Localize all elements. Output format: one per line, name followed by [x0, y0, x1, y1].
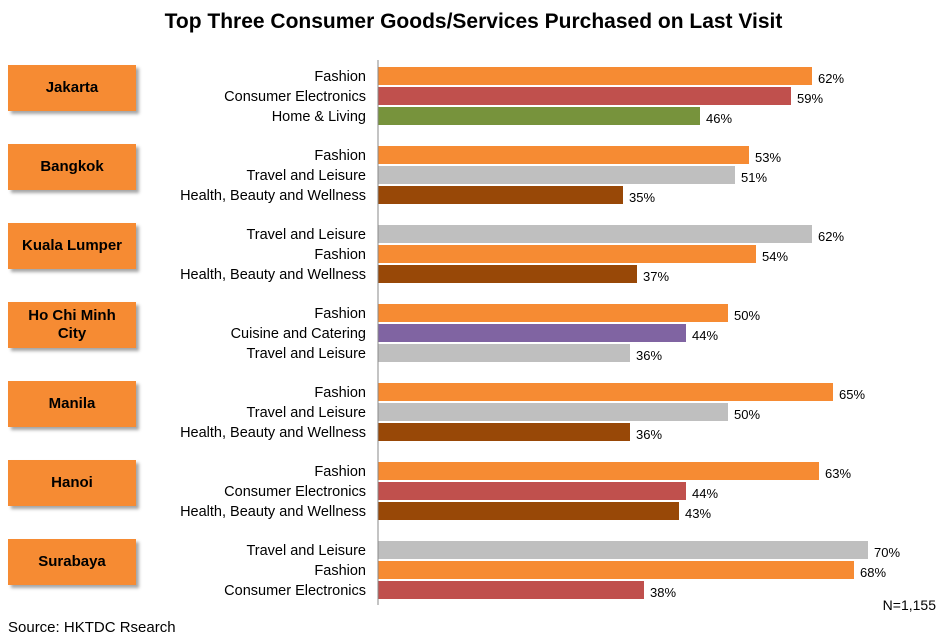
bar-bangkok-health-beauty-and-wellness: [378, 186, 623, 204]
value-label: 44%: [692, 328, 718, 343]
city-label-manila: Manila: [8, 381, 136, 427]
value-label: 36%: [636, 348, 662, 363]
source-note: Source: HKTDC Rsearch: [8, 619, 176, 636]
bar-surabaya-fashion: [378, 561, 854, 579]
category-label: Health, Beauty and Wellness: [180, 425, 366, 441]
value-label: 51%: [741, 170, 767, 185]
bar-manila-health-beauty-and-wellness: [378, 423, 630, 441]
city-name: Manila: [48, 395, 96, 412]
category-label: Fashion: [314, 306, 366, 322]
bar-surabaya-consumer-electronics: [378, 581, 644, 599]
category-label: Travel and Leisure: [246, 168, 366, 184]
city-label-jakarta: Jakarta: [8, 65, 136, 111]
city-label-surabaya: Surabaya: [8, 539, 136, 585]
city-label-hanoi: Hanoi: [8, 460, 136, 506]
value-label: 65%: [839, 387, 865, 402]
bar-ho-chi-minh-city-cuisine-and-catering: [378, 324, 686, 342]
value-label: 70%: [874, 545, 900, 560]
category-label: Health, Beauty and Wellness: [180, 504, 366, 520]
bar-jakarta-home-living: [378, 107, 700, 125]
category-label: Consumer Electronics: [224, 484, 366, 500]
bar-bangkok-travel-and-leisure: [378, 166, 735, 184]
bar-kuala-lumper-fashion: [378, 245, 756, 263]
bar-ho-chi-minh-city-travel-and-leisure: [378, 344, 630, 362]
bar-hanoi-health-beauty-and-wellness: [378, 502, 679, 520]
sample-size-note: N=1,155: [882, 597, 936, 613]
city-name: Jakarta: [45, 79, 99, 96]
category-label: Travel and Leisure: [246, 405, 366, 421]
category-label: Fashion: [314, 385, 366, 401]
bar-kuala-lumper-health-beauty-and-wellness: [378, 265, 637, 283]
city-label-bangkok: Bangkok: [8, 144, 136, 190]
bar-manila-fashion: [378, 383, 833, 401]
city-name: Surabaya: [38, 553, 106, 570]
city-name: Ho Chi Minh City: [28, 307, 116, 342]
value-label: 44%: [692, 486, 718, 501]
value-label: 50%: [734, 308, 760, 323]
city-label-ho-chi-minh-city: Ho Chi Minh City: [8, 302, 136, 348]
category-label: Fashion: [314, 247, 366, 263]
value-label: 62%: [818, 71, 844, 86]
value-label: 53%: [755, 150, 781, 165]
city-label-kuala-lumper: Kuala Lumper: [8, 223, 136, 269]
category-label: Consumer Electronics: [224, 89, 366, 105]
bar-manila-travel-and-leisure: [378, 403, 728, 421]
bar-surabaya-travel-and-leisure: [378, 541, 868, 559]
value-label: 59%: [797, 91, 823, 106]
category-label: Travel and Leisure: [246, 346, 366, 362]
chart-title: Top Three Consumer Goods/Services Purcha…: [164, 10, 783, 33]
bar-ho-chi-minh-city-fashion: [378, 304, 728, 322]
city-name: Kuala Lumper: [21, 237, 123, 254]
category-label: Fashion: [314, 69, 366, 85]
category-label: Fashion: [314, 148, 366, 164]
value-label: 46%: [706, 111, 732, 126]
value-label: 37%: [643, 269, 669, 284]
value-label: 38%: [650, 585, 676, 600]
value-label: 63%: [825, 466, 851, 481]
value-label: 50%: [734, 407, 760, 422]
bar-hanoi-consumer-electronics: [378, 482, 686, 500]
category-label: Health, Beauty and Wellness: [180, 188, 366, 204]
value-label: 54%: [762, 249, 788, 264]
value-label: 68%: [860, 565, 886, 580]
value-label: 43%: [685, 506, 711, 521]
category-label: Travel and Leisure: [246, 543, 366, 559]
bar-kuala-lumper-travel-and-leisure: [378, 225, 812, 243]
category-label: Home & Living: [272, 109, 366, 125]
category-label: Consumer Electronics: [224, 583, 366, 599]
category-label: Travel and Leisure: [246, 227, 366, 243]
bar-bangkok-fashion: [378, 146, 749, 164]
city-name: Hanoi: [51, 474, 93, 491]
category-label: Cuisine and Catering: [231, 326, 366, 342]
bar-jakarta-fashion: [378, 67, 812, 85]
value-label: 36%: [636, 427, 662, 442]
category-label: Fashion: [314, 464, 366, 480]
city-name: Bangkok: [40, 158, 104, 175]
bar-jakarta-consumer-electronics: [378, 87, 791, 105]
category-label: Fashion: [314, 563, 366, 579]
bar-hanoi-fashion: [378, 462, 819, 480]
category-label: Health, Beauty and Wellness: [180, 267, 366, 283]
value-label: 35%: [629, 190, 655, 205]
value-label: 62%: [818, 229, 844, 244]
